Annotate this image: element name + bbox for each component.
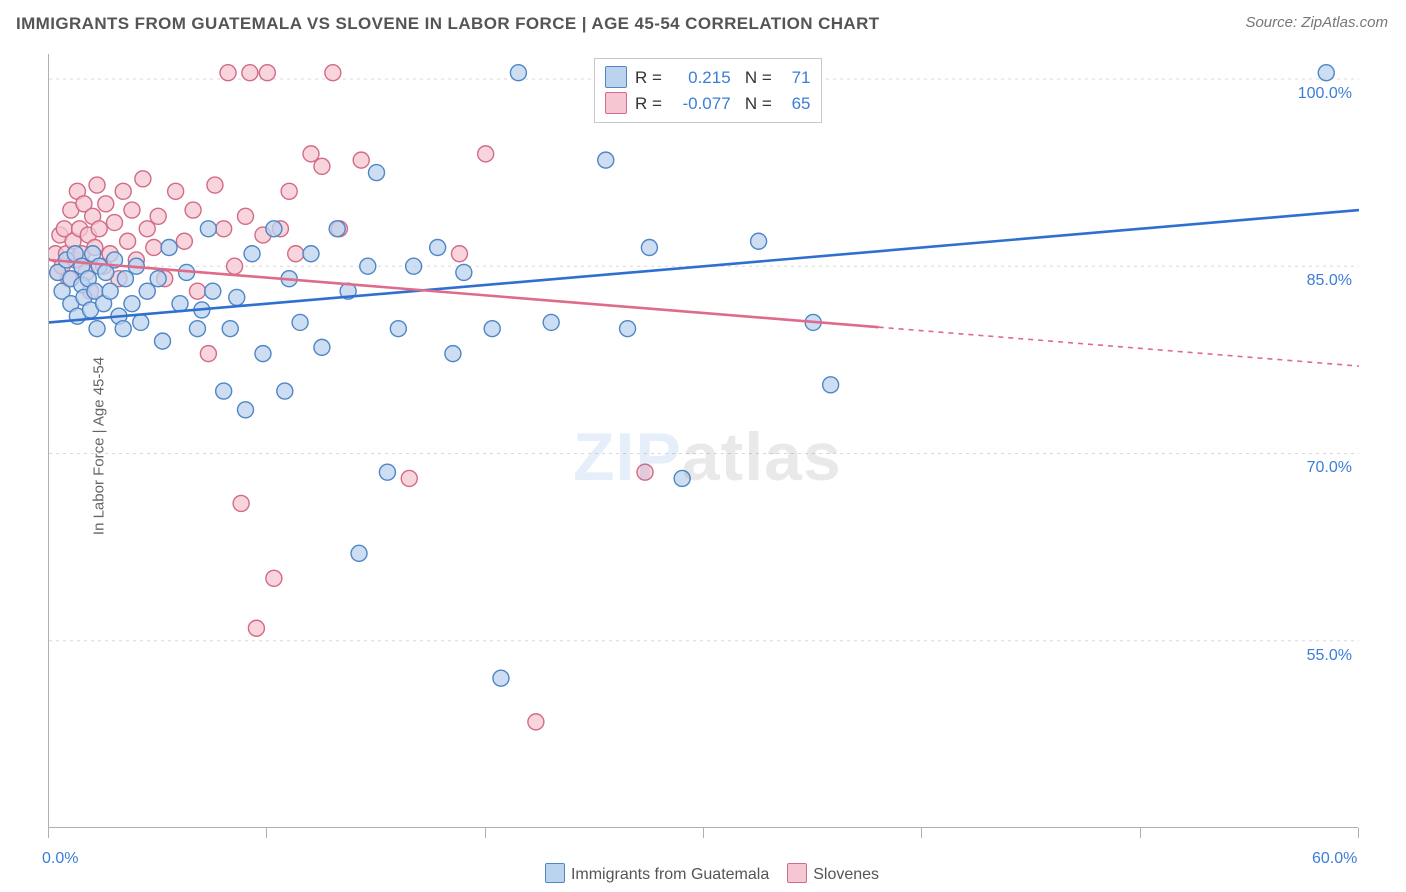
legend-label: Immigrants from Guatemala [571,866,769,883]
legend-label: Slovenes [813,866,879,883]
stats-n-value: 65 [777,91,811,117]
x-tick-mark [703,828,704,838]
scatter-plot-area: ZIPatlas R = 0.215 N = 71R = -0.077 N = … [48,54,1358,828]
legend-swatch [545,863,565,883]
y-tick-label: 100.0% [1272,85,1352,103]
chart-title: IMMIGRANTS FROM GUATEMALA VS SLOVENE IN … [16,14,880,34]
stats-row: R = 0.215 N = 71 [605,65,811,91]
x-tick-mark [1358,828,1359,838]
stats-n-label: N = [745,94,772,113]
legend-swatch [605,92,627,114]
stats-r-label: R = [635,68,662,87]
x-tick-mark [1140,828,1141,838]
y-tick-label: 85.0% [1272,272,1352,290]
stats-n-value: 71 [777,65,811,91]
x-tick-mark [485,828,486,838]
legend-swatch [605,66,627,88]
y-tick-label: 55.0% [1272,647,1352,665]
stats-r-value: 0.215 [667,65,731,91]
scatter-plot-svg [49,54,1359,828]
source-attribution: Source: ZipAtlas.com [1245,14,1388,31]
y-tick-label: 70.0% [1272,459,1352,477]
legend-swatch [787,863,807,883]
correlation-stats-box: R = 0.215 N = 71R = -0.077 N = 65 [594,58,822,123]
x-tick-mark [48,828,49,838]
x-tick-mark [921,828,922,838]
stats-r-value: -0.077 [667,91,731,117]
stats-n-label: N = [745,68,772,87]
x-tick-mark [266,828,267,838]
stats-row: R = -0.077 N = 65 [605,91,811,117]
legend-bottom: Immigrants from Guatemala Slovenes [0,863,1406,884]
stats-r-label: R = [635,94,662,113]
